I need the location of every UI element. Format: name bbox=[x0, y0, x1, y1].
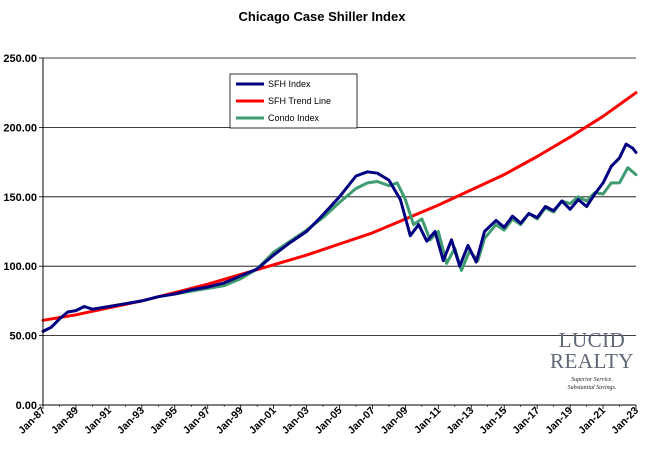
series-line-sfh-index bbox=[41, 142, 638, 333]
y-tick-label: 50.00 bbox=[9, 331, 37, 343]
x-tick-label: Jan-93 bbox=[115, 405, 147, 437]
x-axis-ticks: Jan-87 Jan-89 Jan-91 Jan-93 Jan-95 Jan-97 Jan-… bbox=[16, 405, 641, 437]
x-tick-label: Jan-19 bbox=[543, 405, 575, 437]
x-tick-label: Jan-23 bbox=[609, 405, 641, 437]
chart-title: Chicago Case Shiller Index bbox=[239, 9, 407, 24]
legend-label: SFH Index bbox=[268, 79, 311, 89]
x-tick-label: Jan-01 bbox=[247, 405, 279, 437]
y-tick-label: 250.00 bbox=[3, 53, 37, 65]
x-tick-label: Jan-05 bbox=[313, 405, 345, 437]
series-lines bbox=[41, 91, 638, 333]
legend-label: SFH Trend Line bbox=[268, 96, 331, 106]
legend-label: Condo Index bbox=[268, 113, 320, 123]
y-tick-label: 0.00 bbox=[16, 400, 37, 412]
legend: SFH Index SFH Trend Line Condo Index bbox=[229, 73, 358, 129]
x-tick-label: Jan-13 bbox=[444, 405, 476, 437]
x-tick-label: Jan-17 bbox=[510, 405, 542, 437]
y-tick-label: 200.00 bbox=[3, 122, 37, 134]
x-tick-label: Jan-21 bbox=[576, 405, 608, 437]
x-tick-label: Jan-95 bbox=[148, 405, 180, 437]
axes bbox=[42, 58, 636, 406]
y-tick-label: 150.00 bbox=[3, 192, 37, 204]
x-tick-label: Jan-91 bbox=[82, 405, 114, 437]
x-tick-label: Jan-09 bbox=[378, 405, 410, 437]
x-tick-label: Jan-03 bbox=[280, 405, 312, 437]
x-tick-label: Jan-89 bbox=[49, 405, 81, 437]
x-tick-label: Jan-97 bbox=[181, 405, 213, 437]
logo-name: LUCID bbox=[559, 328, 626, 352]
y-axis-ticks: 0.00 50.00 100.00 150.00 200.00 250.00 bbox=[3, 53, 43, 412]
x-tick-label: Jan-99 bbox=[214, 405, 246, 437]
y-tick-label: 100.00 bbox=[3, 261, 37, 273]
logo-tagline-1: Superior Service. bbox=[571, 377, 613, 383]
logo-name-line2: REALTY bbox=[550, 349, 634, 373]
x-tick-label: Jan-11 bbox=[412, 405, 444, 437]
x-tick-label: Jan-07 bbox=[346, 405, 378, 437]
lucid-realty-logo: LUCID REALTY Superior Service. Substanti… bbox=[550, 328, 634, 391]
x-tick-label: Jan-15 bbox=[477, 405, 509, 437]
logo-tagline-2: Substantial Savings. bbox=[568, 385, 617, 391]
